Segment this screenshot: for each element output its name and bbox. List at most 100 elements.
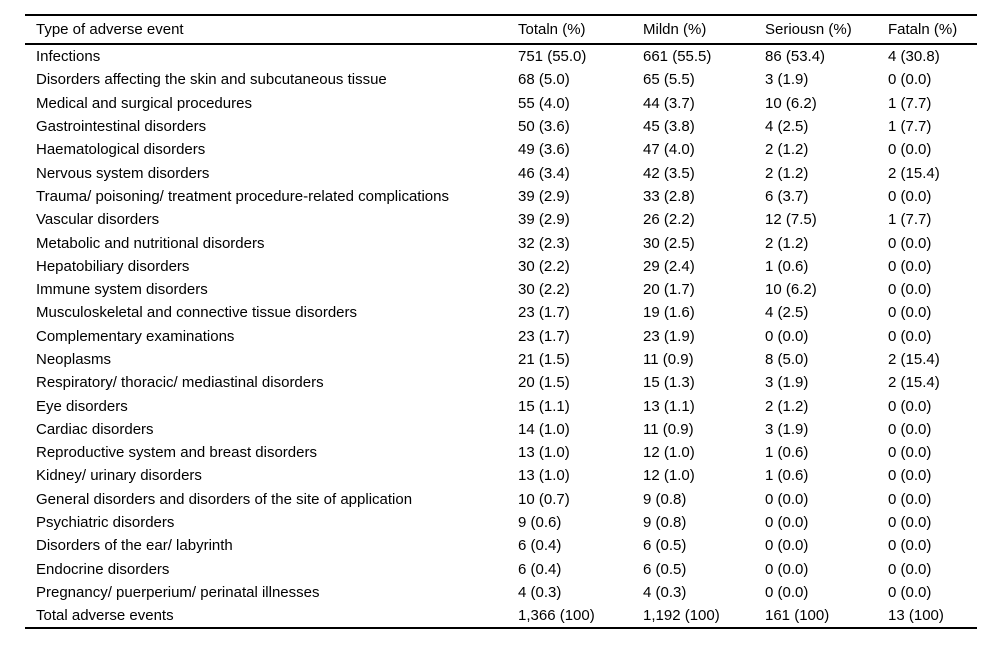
value-cell: 86 (53.4) [765,48,826,66]
row-label-cell: Kidney/ urinary disorders [36,467,202,485]
value-cell: 0 (0.0) [888,327,932,345]
adverse-events-table: Type of adverse event Totaln (%) Mildn (… [25,14,977,630]
value-cell: 0 (0.0) [765,583,809,601]
table-row: Trauma/ poisoning/ treatment procedure-r… [25,185,977,208]
table-row: Vascular disorders 39 (2.9) 26 (2.2) 12 (7.… [25,208,977,231]
column-header-type: Type of adverse event [25,15,518,45]
value-cell: 33 (2.8) [643,187,695,205]
table-row: Gastrointestinal disorders 50 (3.6) 45 (3.… [25,115,977,138]
value-cell: 4 (2.5) [765,304,809,322]
value-cell: 2 (1.2) [765,164,809,182]
value-cell: 19 (1.6) [643,304,695,322]
value-cell: 2 (15.4) [888,164,940,182]
value-cell: 15 (1.3) [643,374,695,392]
value-cell: 0 (0.0) [888,71,932,89]
value-cell: 39 (2.9) [518,211,570,229]
header-row: Type of adverse event Totaln (%) Mildn (… [25,15,977,45]
value-cell: 0 (0.0) [888,420,932,438]
row-label-cell: Complementary examinations [36,327,235,345]
value-cell: 0 (0.0) [765,490,809,508]
row-label-cell: Neoplasms [36,351,112,368]
table-row: Medical and surgical procedures 55 (4.0) 4… [25,92,977,115]
table-row: Immune system disorders 30 (2.2) 20 (1.7) 1… [25,278,977,301]
table-row: Total adverse events 1,366 (100) 1,192 (10… [25,604,977,628]
row-label-cell: Vascular disorders [36,211,160,229]
value-cell: 65 (5.5) [643,71,695,89]
table-row: Nervous system disorders 46 (3.4) 42 (3.5)… [25,161,977,184]
value-cell: 0 (0.0) [888,281,932,299]
table-row: Disorders of the ear/ labyrinth 6 (0.4) 6 … [25,534,977,557]
value-cell: 10 (6.2) [765,94,817,112]
value-cell: 0 (0.0) [765,327,809,345]
value-cell: 21 (1.5) [518,351,570,368]
table-row: Kidney/ urinary disorders 13 (1.0) 12 (1.0… [25,464,977,487]
table-row: Musculoskeletal and connective tissue di… [25,301,977,324]
value-cell: 9 (0.8) [643,514,687,532]
value-cell: 68 (5.0) [518,71,570,89]
value-cell: 26 (2.2) [643,211,695,229]
table-row: Eye disorders 15 (1.1) 13 (1.1) 2 (1.2) 0 (0… [25,394,977,417]
value-cell: 0 (0.0) [888,141,932,159]
row-label-cell: Nervous system disorders [36,164,210,182]
row-label-cell: Immune system disorders [36,281,208,299]
table-row: Psychiatric disorders 9 (0.6) 9 (0.8) 0 (0.… [25,511,977,534]
row-label-cell: Medical and surgical procedures [36,94,252,112]
value-cell: 6 (0.5) [643,537,687,555]
value-cell: 2 (15.4) [888,351,940,368]
table-row: Neoplasms 21 (1.5) 11 (0.9) 8 (5.0) 2 (15.4) [25,348,977,371]
row-label-cell: Infections [36,48,101,66]
row-label-cell: Musculoskeletal and connective tissue di… [36,304,357,322]
value-cell: 4 (0.3) [518,583,562,601]
row-label-cell: Metabolic and nutritional disorders [36,234,265,252]
value-cell: 6 (0.5) [643,560,687,578]
value-cell: 30 (2.2) [518,257,570,275]
value-cell: 2 (1.2) [765,397,809,415]
value-cell: 6 (0.4) [518,560,562,578]
table-row: Hepatobiliary disorders 30 (2.2) 29 (2.4) 1… [25,255,977,278]
row-label-cell: Respiratory/ thoracic/ mediastinal disor… [36,374,324,392]
row-label-cell: Hepatobiliary disorders [36,257,190,275]
value-cell: 1 (7.7) [888,211,932,229]
value-cell: 0 (0.0) [888,444,932,462]
table-row: Haematological disorders 49 (3.6) 47 (4.0)… [25,138,977,161]
value-cell: 0 (0.0) [888,537,932,555]
value-cell: 30 (2.5) [643,234,695,252]
value-cell: 42 (3.5) [643,164,695,182]
row-label-cell: Endocrine disorders [36,560,170,578]
column-header-mild: Mildn (%) [643,15,765,45]
table-body: Infections 751 (55.0) 661 (55.5) 86 (53.4) 4… [25,44,977,628]
value-cell: 8 (5.0) [765,351,809,368]
value-cell: 0 (0.0) [888,583,932,601]
value-cell: 10 (6.2) [765,281,817,299]
value-cell: 4 (2.5) [765,118,809,136]
table-row: Reproductive system and breast disorders… [25,441,977,464]
value-cell: 0 (0.0) [888,560,932,578]
row-label-cell: Disorders affecting the skin and subcuta… [36,71,387,89]
value-cell: 3 (1.9) [765,420,809,438]
table-row: Infections 751 (55.0) 661 (55.5) 86 (53.4) 4… [25,44,977,68]
value-cell: 0 (0.0) [888,514,932,532]
row-label-cell: Disorders of the ear/ labyrinth [36,537,233,555]
value-cell: 13 (100) [888,607,944,625]
value-cell: 12 (1.0) [643,467,695,485]
value-cell: 1 (7.7) [888,118,932,136]
value-cell: 661 (55.5) [643,48,712,66]
row-label-cell: Reproductive system and breast disorders [36,444,317,462]
value-cell: 46 (3.4) [518,164,570,182]
value-cell: 0 (0.0) [888,467,932,485]
column-header-total: Totaln (%) [518,15,643,45]
value-cell: 29 (2.4) [643,257,695,275]
table-row: Pregnancy/ puerperium/ perinatal illness… [25,581,977,604]
value-cell: 23 (1.9) [643,327,695,345]
value-cell: 2 (15.4) [888,374,940,392]
value-cell: 0 (0.0) [888,187,932,205]
value-cell: 45 (3.8) [643,118,695,136]
value-cell: 0 (0.0) [888,397,932,415]
value-cell: 23 (1.7) [518,327,570,345]
value-cell: 0 (0.0) [888,257,932,275]
table-row: General disorders and disorders of the s… [25,488,977,511]
value-cell: 0 (0.0) [765,514,809,532]
value-cell: 6 (3.7) [765,187,809,205]
value-cell: 20 (1.7) [643,281,695,299]
value-cell: 20 (1.5) [518,374,570,392]
